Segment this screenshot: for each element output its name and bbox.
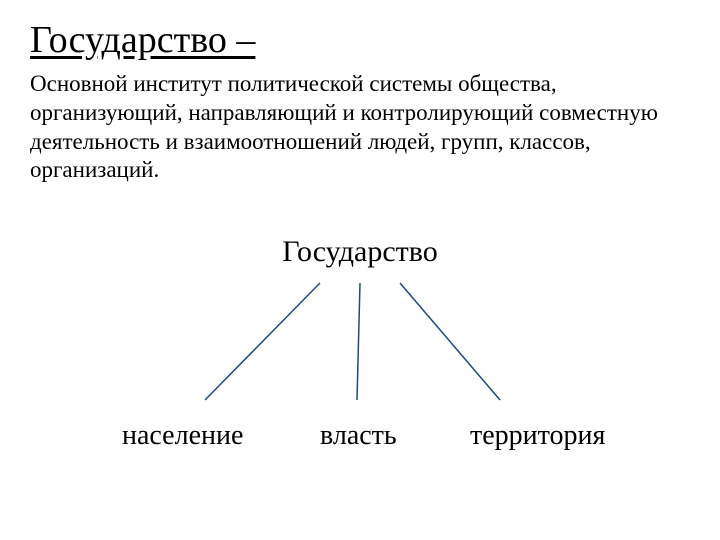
branch-label-power: власть [320,420,397,452]
diagram-lines [0,275,720,415]
branch-label-population: население [122,420,243,452]
branch-label-territory: территория [470,420,605,452]
branch-line [400,283,500,400]
branch-line [205,283,320,400]
definition-text: Основной институт политической системы о… [30,70,690,185]
page-title: Государство – [30,18,255,62]
branch-line [357,283,360,400]
diagram-center-label: Государство [0,235,720,269]
